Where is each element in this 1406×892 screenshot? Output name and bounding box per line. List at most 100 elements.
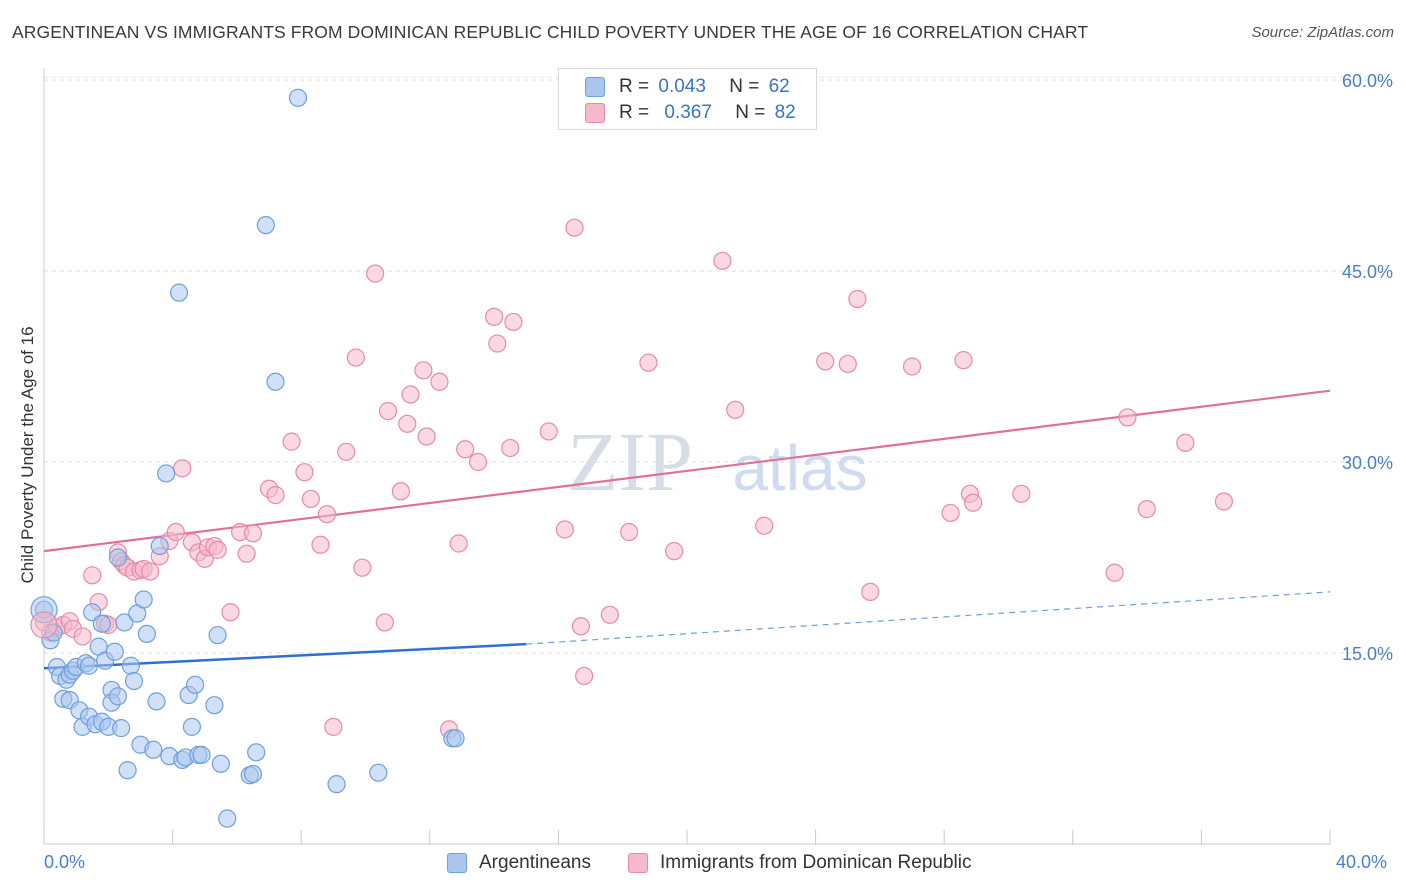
point-dominican (665, 542, 684, 561)
watermark-atlas: atlas (732, 432, 867, 504)
legend-item-argentineans[interactable]: Argentineans (447, 852, 591, 874)
point-argentinean (192, 745, 211, 764)
r-label: R = (619, 76, 650, 97)
chart-title: ARGENTINEAN VS IMMIGRANTS FROM DOMINICAN… (12, 22, 1089, 42)
point-dominican (1176, 433, 1195, 452)
point-dominican (713, 251, 732, 270)
point-dominican (346, 348, 365, 367)
axes (43, 68, 1331, 845)
point-dominican (324, 717, 343, 736)
point-dominican (391, 482, 410, 501)
point-argentinean (121, 656, 140, 675)
point-dominican (366, 264, 385, 283)
n-value: 62 (768, 76, 790, 97)
x-tick-min: 0.0% (44, 852, 86, 872)
point-argentinean (79, 656, 99, 675)
point-dominican (964, 493, 983, 512)
point-dominican (353, 558, 372, 577)
point-dominican (375, 613, 394, 632)
y-tick-label: 30.0% (1342, 453, 1393, 473)
point-argentinean (327, 775, 346, 794)
point-dominican (468, 452, 488, 472)
r-value: 0.043 (658, 76, 706, 97)
point-argentinean (92, 614, 111, 633)
point-dominican (311, 535, 330, 554)
point-dominican (1012, 484, 1031, 503)
point-dominican (266, 486, 285, 505)
point-dominican (726, 400, 745, 419)
data-points (30, 88, 1234, 828)
point-argentinean (144, 740, 163, 759)
point-dominican (571, 617, 591, 636)
point-dominican (243, 524, 263, 543)
y-tick-label: 60.0% (1342, 71, 1393, 91)
point-dominican (140, 562, 160, 581)
point-argentinean (247, 743, 266, 762)
point-argentinean (186, 675, 205, 694)
point-dominican (414, 361, 433, 380)
y-tick-label: 45.0% (1342, 262, 1393, 282)
blue-swatch (585, 77, 605, 97)
point-argentinean (134, 590, 153, 609)
point-dominican (237, 544, 256, 563)
source-label: Source: ZipAtlas.com (1251, 24, 1394, 41)
point-dominican (295, 463, 314, 482)
point-dominican (575, 666, 594, 686)
point-argentinean (108, 687, 128, 706)
pink-swatch (585, 103, 605, 123)
point-dominican (488, 334, 507, 353)
point-dominican (83, 566, 102, 585)
point-dominican (941, 503, 960, 523)
point-argentinean (115, 613, 134, 632)
point-dominican (208, 540, 227, 559)
r-label: R = (619, 102, 650, 123)
point-argentinean (124, 671, 144, 691)
watermark: ZIP atlas (567, 416, 868, 509)
point-dominican (449, 534, 468, 553)
point-dominican (501, 438, 520, 458)
y-axis-label: Child Poverty Under the Age of 16 (18, 326, 37, 584)
blue-swatch (447, 853, 467, 873)
gridlines (44, 76, 1392, 654)
point-dominican (30, 611, 58, 639)
point-dominican (456, 440, 475, 459)
point-dominican (504, 312, 523, 332)
point-dominican (430, 372, 449, 391)
point-dominican (539, 422, 558, 441)
legend-item-dominican[interactable]: Immigrants from Dominican Republic (628, 852, 972, 874)
point-argentinean (105, 642, 124, 661)
point-dominican (555, 520, 574, 539)
point-dominican (620, 522, 639, 542)
point-dominican (565, 218, 584, 237)
x-tick-max: 40.0% (1336, 852, 1388, 872)
point-argentinean (208, 626, 227, 645)
point-argentinean (446, 729, 465, 748)
legend-row-argentineans: R = 0.043 N = 62 (585, 75, 790, 99)
point-dominican (73, 627, 92, 646)
point-argentinean (150, 536, 169, 556)
point-argentinean (137, 624, 156, 644)
point-argentinean (218, 809, 237, 828)
r-value: 0.367 (664, 102, 712, 123)
point-dominican (282, 432, 301, 451)
point-argentinean (157, 464, 176, 483)
point-dominican (848, 289, 867, 309)
point-argentinean (169, 283, 189, 302)
point-dominican (755, 516, 774, 535)
point-dominican (1137, 500, 1156, 519)
y-tick-labels: 15.0% 30.0% 45.0% 60.0% (1342, 71, 1393, 664)
point-dominican (639, 353, 658, 372)
stats-legend: R = 0.043 N = 62 R = 0.367 N = 82 (558, 68, 817, 130)
point-argentinean (182, 717, 201, 736)
pink-swatch (628, 853, 648, 873)
trend-line-dominican (43, 389, 1331, 553)
point-dominican (317, 505, 337, 524)
point-argentinean (256, 216, 275, 235)
point-dominican (301, 489, 320, 509)
point-dominican (600, 605, 619, 624)
point-argentinean (288, 88, 308, 107)
point-argentinean (118, 761, 137, 780)
point-argentinean (147, 692, 166, 711)
trend-extension-argentinean (526, 591, 1331, 645)
watermark-zip: ZIP (567, 416, 693, 509)
